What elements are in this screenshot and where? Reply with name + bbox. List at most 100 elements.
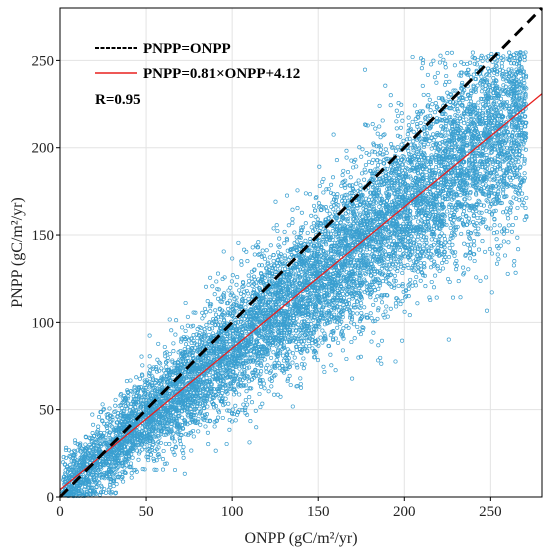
- data-point: [455, 113, 460, 119]
- data-point: [356, 178, 361, 183]
- data-point: [356, 329, 362, 334]
- data-point: [449, 50, 454, 55]
- data-point: [410, 267, 415, 273]
- data-point: [370, 149, 375, 154]
- data-point: [508, 205, 513, 210]
- data-point: [431, 285, 437, 290]
- data-point: [205, 430, 210, 435]
- data-point: [446, 276, 451, 282]
- data-point: [483, 249, 488, 254]
- data-point: [371, 285, 376, 290]
- data-point: [420, 238, 425, 243]
- data-point: [203, 424, 208, 429]
- data-point: [465, 242, 470, 247]
- data-point: [435, 70, 440, 75]
- data-point: [462, 241, 467, 246]
- data-point: [325, 208, 330, 213]
- data-point: [183, 342, 189, 347]
- data-point: [160, 467, 166, 472]
- data-point: [472, 142, 477, 147]
- data-point: [370, 122, 375, 127]
- data-point: [200, 316, 205, 321]
- data-point: [160, 457, 166, 462]
- data-point: [237, 288, 242, 293]
- data-point: [236, 240, 241, 245]
- data-point: [474, 62, 479, 67]
- data-point: [422, 265, 427, 270]
- data-point: [432, 170, 438, 175]
- data-point: [139, 442, 144, 447]
- data-point: [358, 354, 363, 359]
- data-point: [344, 356, 349, 362]
- data-point: [445, 90, 450, 95]
- data-point: [321, 364, 326, 369]
- data-point: [316, 201, 321, 206]
- data-point: [396, 283, 401, 288]
- data-point: [384, 150, 389, 156]
- data-point: [429, 237, 434, 242]
- data-point: [480, 83, 485, 88]
- data-point: [124, 379, 129, 384]
- data-point: [252, 252, 257, 257]
- data-point: [178, 442, 183, 447]
- data-point: [333, 210, 338, 215]
- data-point: [496, 189, 501, 194]
- data-point: [147, 333, 152, 338]
- data-point: [331, 207, 336, 212]
- data-point: [352, 336, 357, 341]
- data-point: [524, 73, 529, 78]
- data-point: [299, 210, 304, 215]
- data-point: [266, 389, 271, 394]
- data-point: [513, 270, 518, 275]
- data-point: [516, 247, 521, 252]
- data-point: [330, 175, 336, 180]
- data-point: [345, 170, 351, 175]
- data-point: [174, 318, 179, 323]
- data-point: [264, 248, 269, 253]
- data-point: [392, 191, 397, 196]
- data-point: [480, 239, 485, 244]
- data-point: [302, 318, 307, 323]
- data-point: [61, 460, 66, 465]
- data-point: [340, 348, 345, 353]
- data-point: [258, 404, 263, 410]
- data-point: [433, 101, 438, 106]
- data-point: [444, 222, 449, 227]
- data-point: [384, 304, 389, 309]
- data-point: [244, 249, 249, 254]
- data-point: [415, 301, 420, 306]
- data-point: [400, 270, 405, 276]
- data-point: [111, 484, 116, 489]
- data-point: [90, 412, 95, 417]
- data-point: [246, 296, 251, 301]
- data-point: [248, 352, 253, 357]
- data-point: [354, 181, 359, 186]
- data-point: [334, 158, 339, 163]
- data-point: [140, 363, 145, 368]
- data-point: [477, 210, 482, 215]
- data-point: [376, 358, 381, 363]
- data-point: [348, 213, 353, 218]
- data-point: [67, 454, 72, 459]
- data-point: [506, 223, 511, 228]
- data-point: [470, 50, 475, 55]
- data-point: [206, 442, 211, 447]
- data-point: [303, 238, 308, 243]
- data-point: [437, 268, 442, 274]
- scatter-points: [60, 50, 529, 499]
- data-point: [373, 298, 378, 303]
- data-point: [420, 83, 425, 88]
- data-point: [328, 352, 333, 357]
- data-point: [524, 86, 529, 91]
- data-point: [167, 317, 172, 322]
- data-point: [207, 397, 212, 402]
- data-point: [378, 355, 383, 360]
- data-point: [418, 260, 423, 265]
- data-point: [471, 239, 477, 244]
- data-point: [425, 114, 430, 119]
- data-point: [276, 250, 281, 255]
- data-point: [298, 376, 303, 381]
- data-point: [142, 467, 147, 472]
- data-point: [423, 284, 428, 289]
